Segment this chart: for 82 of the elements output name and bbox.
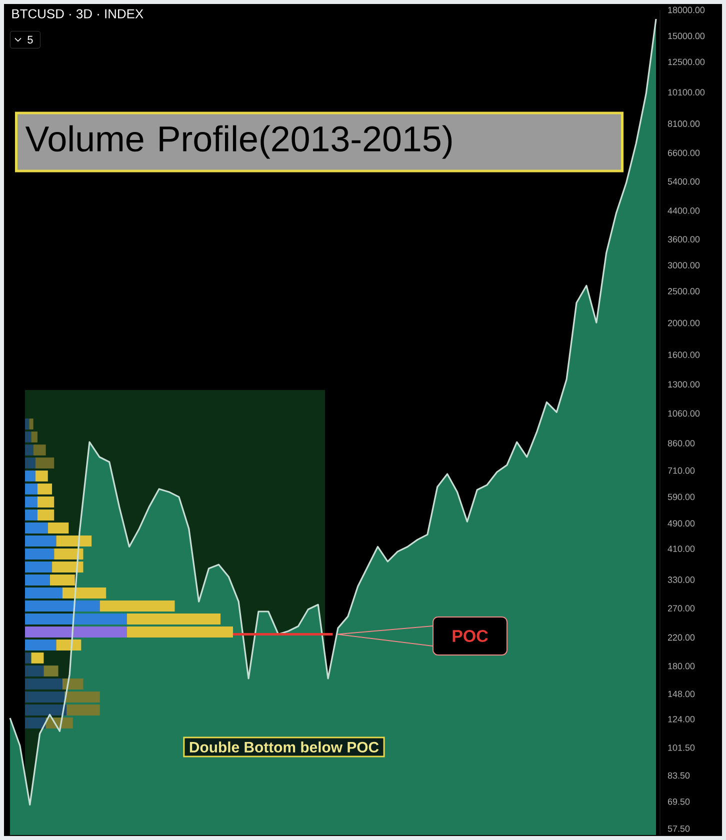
y-tick-label: 2000.00: [668, 320, 700, 326]
bar: [52, 562, 84, 572]
y-tick-label: 3000.00: [668, 262, 700, 268]
bar: [25, 692, 65, 702]
bar: [31, 652, 44, 664]
bar: [31, 432, 38, 442]
y-tick-label: 590.00: [668, 494, 695, 500]
bar: [44, 666, 58, 676]
bar: [62, 588, 106, 598]
bar: [25, 718, 46, 728]
bar: [35, 470, 48, 482]
chart-title: Volume Profile(2013-2015): [25, 125, 452, 159]
bar: [25, 432, 32, 442]
bar: [33, 444, 46, 456]
y-tick-label: 15000.00: [668, 32, 705, 40]
y-tick-label: 220.00: [668, 634, 695, 641]
y-tick-label: 69.50: [668, 798, 690, 805]
y-tick-label: 490.00: [668, 520, 695, 527]
bar: [25, 522, 48, 534]
bar: [25, 588, 62, 598]
y-tick-label: 3600.00: [668, 236, 700, 242]
bar: [66, 704, 100, 716]
bar: [48, 522, 69, 534]
y-tick-label: 8100.00: [668, 120, 700, 127]
y-tick-label: 83.50: [668, 772, 690, 779]
bar: [100, 600, 175, 612]
bar: [54, 548, 84, 560]
bar: [25, 418, 30, 430]
y-tick-label: 1600.00: [668, 352, 700, 358]
y-tick-label: 860.00: [668, 440, 695, 446]
ref-line-label: POC: [452, 630, 488, 642]
y-tick-label: 148.00: [668, 690, 695, 698]
y-tick-label: 710.00: [668, 467, 695, 474]
bar: [50, 574, 75, 586]
y-tick-label: 18000.00: [668, 6, 705, 14]
bar: [25, 444, 34, 456]
bar: [29, 418, 34, 430]
bar: [25, 652, 32, 664]
y-tick-label: 6600.00: [668, 150, 700, 156]
y-tick-label: 57.50: [668, 825, 690, 832]
bar: [56, 536, 92, 546]
y-tick-label: 101.50: [668, 744, 695, 751]
y-tick-label: 330.00: [668, 576, 695, 583]
bar: [37, 484, 52, 494]
bar: [64, 692, 100, 702]
bar: [25, 574, 50, 586]
y-tick-label: 4400.00: [668, 208, 700, 214]
bar: [25, 678, 62, 690]
bar: [25, 548, 54, 560]
y-tick-label: 10100.00: [668, 89, 705, 96]
y-tick-label: 5400.00: [668, 178, 700, 185]
y-tick-label: 410.00: [668, 546, 695, 552]
bar: [25, 510, 38, 520]
bar: [25, 562, 52, 572]
bar: [35, 458, 54, 468]
bar: [25, 458, 36, 468]
y-tick-label: 1060.00: [668, 410, 700, 417]
y-tick-label: 12500.00: [668, 58, 705, 66]
y-tick-label: 270.00: [668, 605, 695, 612]
bar: [25, 536, 56, 546]
bar: [126, 614, 221, 624]
bar: [37, 510, 54, 520]
y-tick-label: 2500.00: [668, 288, 700, 294]
bar: [25, 666, 44, 676]
bar: [25, 704, 67, 716]
bar: [25, 496, 38, 508]
annotation: 5: [28, 36, 33, 44]
bar: [25, 470, 36, 482]
y-tick-label: 1300.00: [668, 381, 700, 388]
bar: [56, 640, 82, 650]
bar: [126, 626, 233, 638]
bar: [62, 678, 84, 690]
chart-subtitle: BTCUSD · 3D · INDEX: [12, 9, 144, 18]
y-tick-label: 124.00: [668, 716, 695, 722]
bar: [25, 640, 56, 650]
bar: [37, 496, 54, 508]
bar: [25, 484, 38, 494]
bar: [25, 626, 127, 638]
bar: [25, 600, 100, 612]
y-tick-label: 180.00: [668, 662, 695, 670]
annotation: Double Bottom below POC: [190, 742, 379, 752]
bar: [25, 614, 127, 624]
